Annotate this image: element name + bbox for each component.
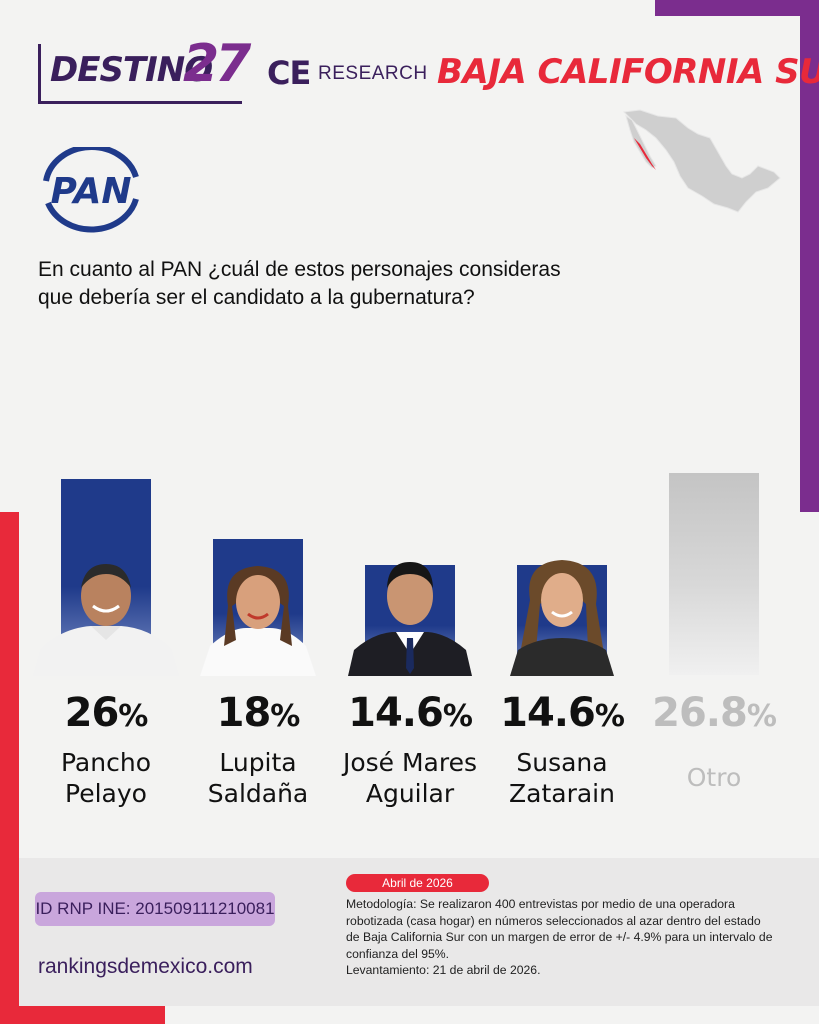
value-number: 18: [216, 690, 272, 736]
fieldwork-date: Levantamiento: 21 de abril de 2026.: [346, 963, 541, 977]
bar-jose-mares-aguilar: [365, 564, 455, 675]
corner-accent-red-left: [0, 512, 19, 1024]
candidate-photo-susana-zatarain: [510, 560, 614, 676]
logo-frame-vertical: [38, 44, 41, 104]
name-line-2: Zatarain: [509, 779, 615, 808]
candidate-name-otro: Otro: [634, 762, 794, 793]
candidate-photo-pancho-pelayo: [33, 564, 179, 676]
value-label-lupita-saldana: 18%: [178, 690, 338, 736]
survey-question: En cuanto al PAN ¿cuál de estos personaj…: [38, 258, 561, 309]
value-number: 26: [64, 690, 120, 736]
bar-otro: [669, 472, 759, 675]
candidate-name-jose-mares-aguilar: José Mares Aguilar: [330, 747, 490, 809]
corner-accent-purple-right: [800, 0, 819, 512]
value-unit: %: [118, 699, 148, 734]
value-unit: %: [746, 699, 777, 734]
corner-accent-red-bottom: [0, 1006, 165, 1024]
name-line-1: Pancho: [60, 748, 151, 777]
candidate-name-lupita-saldana: Lupita Saldaña: [178, 747, 338, 809]
partner-research: RESEARCH: [318, 63, 428, 84]
partner-ce: CE: [267, 54, 311, 92]
brand-number: 27: [183, 34, 251, 94]
pan-party-logo: PAN: [43, 147, 139, 233]
corner-accent-purple-top: [655, 0, 819, 16]
value-unit: %: [270, 699, 300, 734]
logo-frame-horizontal: [38, 101, 242, 104]
methodology-text: Metodología: Se realizaron 400 entrevist…: [346, 896, 776, 979]
brand-word: DESTINO: [50, 50, 213, 90]
region-title: BAJA CALIFORNIA SUR: [437, 52, 819, 92]
website-link[interactable]: rankingsdemexico.com: [38, 955, 253, 978]
bar-susana-zatarain: [517, 564, 607, 675]
date-badge: Abril de 2026: [346, 874, 489, 892]
value-number: 14.6: [500, 690, 596, 736]
name-line-1: Susana: [516, 748, 608, 777]
name-line-2: Aguilar: [365, 779, 455, 808]
bar-pancho-pelayo: [61, 478, 151, 675]
value-label-jose-mares-aguilar: 14.6%: [330, 690, 490, 736]
methodology-paragraph: Metodología: Se realizaron 400 entrevist…: [346, 897, 773, 961]
candidate-name-pancho-pelayo: Pancho Pelayo: [26, 747, 186, 809]
value-unit: %: [442, 699, 473, 734]
name-line-2: Pelayo: [65, 779, 147, 808]
value-number: 26.8: [652, 690, 748, 736]
value-label-otro: 26.8%: [634, 690, 794, 736]
value-unit: %: [594, 699, 625, 734]
candidate-name-susana-zatarain: Susana Zatarain: [482, 747, 642, 809]
rnp-badge: ID RNP INE: 201509111210081: [35, 892, 275, 926]
pan-logo-text: PAN: [50, 171, 131, 212]
value-number: 14.6: [348, 690, 444, 736]
bar-lupita-saldana: [213, 539, 303, 675]
name-line-1: Lupita: [219, 748, 297, 777]
value-label-pancho-pelayo: 26%: [26, 690, 186, 736]
name-line-2: Saldaña: [207, 779, 309, 808]
name-line-1: Otro: [686, 763, 742, 792]
candidate-photo-lupita-saldana: [200, 566, 316, 676]
value-label-susana-zatarain: 14.6%: [482, 690, 642, 736]
candidate-photo-jose-mares-aguilar: [348, 562, 472, 676]
mexico-map-icon: [622, 109, 781, 213]
name-line-1: José Mares: [342, 748, 478, 777]
